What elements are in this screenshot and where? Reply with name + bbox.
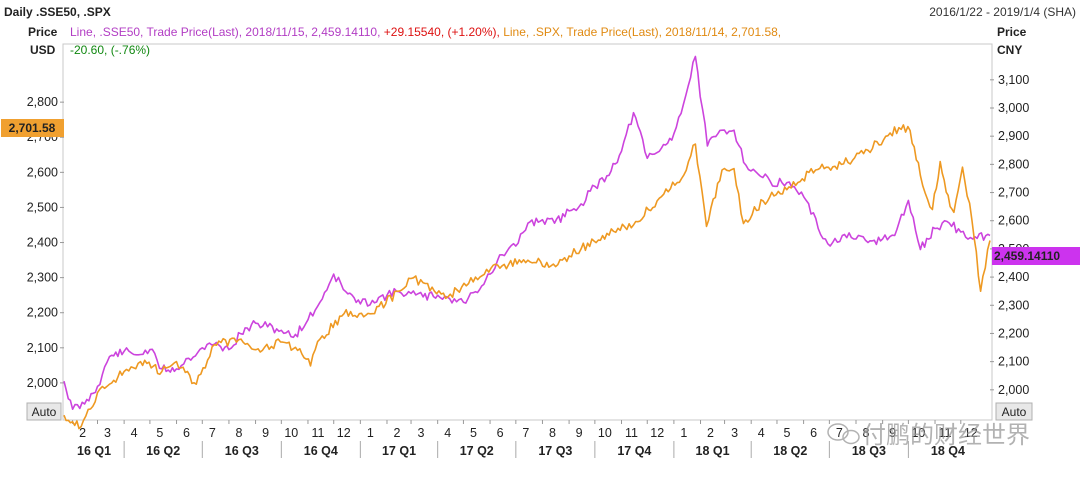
month-tick-label: 4	[758, 426, 765, 440]
month-tick-label: 4	[131, 426, 138, 440]
left-tick-label: 2,800	[27, 95, 58, 109]
month-tick-label: 8	[235, 426, 242, 440]
quarter-label: 17 Q2	[460, 444, 494, 458]
month-tick-label: 12	[337, 426, 351, 440]
right-tick-label: 2,000	[998, 383, 1029, 397]
month-tick-label: 6	[183, 426, 190, 440]
right-axis-label-unit: CNY	[997, 43, 1022, 57]
spx-last-badge: 2,701.58	[1, 119, 64, 137]
right-axis-ticks: 2,0002,1002,2002,3002,4002,5002,6002,700…	[990, 73, 1029, 397]
left-tick-label: 2,200	[27, 306, 58, 320]
quarter-label: 16 Q4	[304, 444, 338, 458]
right-tick-label: 2,600	[998, 214, 1029, 228]
quarter-label: 16 Q2	[146, 444, 180, 458]
right-tick-label: 3,100	[998, 73, 1029, 87]
month-tick-label: 4	[444, 426, 451, 440]
right-axis-label-price: Price	[997, 25, 1027, 39]
right-tick-label: 2,300	[998, 298, 1029, 312]
quarter-label: 18 Q4	[931, 444, 965, 458]
right-tick-label: 2,700	[998, 186, 1029, 200]
month-tick-label: 9	[576, 426, 583, 440]
quarter-label: 16 Q1	[77, 444, 111, 458]
left-tick-label: 2,500	[27, 200, 58, 214]
quarter-label: 18 Q2	[773, 444, 807, 458]
left-axis-label-price: Price	[28, 25, 58, 39]
month-tick-label: 3	[418, 426, 425, 440]
right-auto-button[interactable]: Auto	[995, 402, 1033, 421]
month-tick-label: 1	[680, 426, 687, 440]
month-tick-label: 2	[79, 426, 86, 440]
month-tick-label: 7	[522, 426, 529, 440]
series-lines	[63, 55, 991, 430]
month-tick-label: 2	[394, 426, 401, 440]
month-tick-label: 8	[549, 426, 556, 440]
x-axis-ticks: 2 3 4 5 6 7 8 9 10 11 12 1 2 3 4 5 6 7 8 9 10 11 12 1 2 3 4 5 6 7 8 9 10…	[72, 420, 978, 458]
date-range: 2016/1/22 - 2019/1/4 (SHA)	[929, 5, 1076, 19]
left-tick-label: 2,400	[27, 236, 58, 250]
legend-line-1: Line, .SSE50, Trade Price(Last), 2018/11…	[70, 25, 781, 39]
month-tick-label: 12	[650, 426, 664, 440]
month-tick-label: 10	[284, 426, 298, 440]
watermark: 付鹏的财经世界	[827, 421, 1030, 449]
month-tick-label: 7	[836, 426, 843, 440]
month-tick-label: 12	[964, 426, 978, 440]
month-tick-label: 3	[731, 426, 738, 440]
month-tick-label: 1	[367, 426, 374, 440]
right-tick-label: 2,800	[998, 157, 1029, 171]
month-tick-label: 11	[311, 426, 324, 440]
svg-text:付鹏的财经世界: 付鹏的财经世界	[862, 421, 1030, 449]
quarter-label: 16 Q3	[225, 444, 259, 458]
svg-text:Auto: Auto	[32, 405, 57, 419]
quarter-label: 17 Q1	[382, 444, 416, 458]
month-tick-label: 9	[889, 426, 896, 440]
month-tick-label: 5	[783, 426, 790, 440]
left-tick-label: 2,100	[27, 341, 58, 355]
left-tick-label: 2,000	[27, 376, 58, 390]
left-axis-label-unit: USD	[30, 43, 56, 57]
month-tick-label: 10	[598, 426, 612, 440]
month-tick-label: 6	[810, 426, 817, 440]
quarter-label: 18 Q1	[696, 444, 730, 458]
left-tick-label: 2,300	[27, 271, 58, 285]
right-tick-label: 2,200	[998, 326, 1029, 340]
svg-text:2,701.58: 2,701.58	[9, 121, 56, 135]
legend-sse-change: +29.15540, (+1.20%),	[384, 25, 503, 39]
month-tick-label: 11	[939, 426, 952, 440]
month-tick-label: 5	[156, 426, 163, 440]
month-tick-label: 9	[262, 426, 269, 440]
quarter-label: 17 Q4	[617, 444, 651, 458]
series-line-spx	[63, 124, 991, 430]
svg-text:Auto: Auto	[1002, 405, 1027, 419]
right-tick-label: 2,400	[998, 270, 1029, 284]
plot-area	[62, 43, 993, 421]
left-tick-label: 2,600	[27, 165, 58, 179]
quarter-label: 18 Q3	[852, 444, 886, 458]
month-tick-label: 5	[470, 426, 477, 440]
month-tick-label: 10	[911, 426, 925, 440]
svg-text:2,459.14110: 2,459.14110	[994, 249, 1060, 263]
legend-spx: Line, .SPX, Trade Price(Last), 2018/11/1…	[503, 25, 781, 39]
month-tick-label: 2	[707, 426, 714, 440]
sse-last-badge: 2,459.14110	[992, 247, 1080, 265]
month-tick-label: 11	[625, 426, 638, 440]
month-tick-label: 3	[104, 426, 111, 440]
chart-title: Daily .SSE50, .SPX	[4, 5, 111, 19]
month-tick-label: 8	[863, 426, 870, 440]
left-auto-button[interactable]: Auto	[26, 402, 62, 421]
chat-bubble-icon	[827, 423, 860, 445]
month-tick-label: 6	[497, 426, 504, 440]
quarter-label: 17 Q3	[538, 444, 572, 458]
legend-sse: Line, .SSE50, Trade Price(Last), 2018/11…	[70, 25, 384, 39]
month-tick-label: 7	[209, 426, 216, 440]
right-tick-label: 2,100	[998, 355, 1029, 369]
right-tick-label: 3,000	[998, 101, 1029, 115]
left-axis-ticks: 2,0002,1002,2002,3002,4002,5002,6002,700…	[27, 95, 64, 390]
right-tick-label: 2,900	[998, 129, 1029, 143]
legend-spx-change: -20.60, (-.76%)	[70, 43, 150, 57]
